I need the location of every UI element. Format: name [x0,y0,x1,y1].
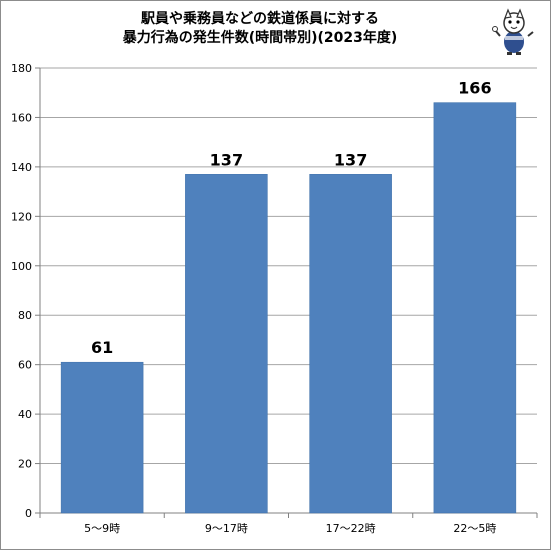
chart-title: 駅員や乗務員などの鉄道係員に対する 暴力行為の発生件数(時間帯別)(2023年度… [60,10,460,48]
x-tick-label: 22〜5時 [453,522,496,535]
x-tick-label: 5〜9時 [84,522,120,535]
data-label: 166 [458,79,491,98]
data-label: 61 [91,338,113,357]
cartoon-mascot-icon [492,8,534,55]
bar [309,174,392,514]
y-tick-label: 140 [11,161,32,174]
chart-title-line-2: 暴力行為の発生件数(時間帯別)(2023年度) [122,30,398,46]
data-label: 137 [210,150,243,169]
data-label: 137 [334,150,367,169]
y-tick-label: 100 [11,260,32,273]
y-tick-label: 120 [11,210,32,223]
bar [60,361,144,514]
y-tick-label: 80 [18,309,32,322]
y-tick-label: 0 [25,507,32,520]
bar [185,174,268,514]
y-tick-label: 20 [18,458,32,471]
x-tick-label: 9〜17時 [205,522,248,535]
y-tick-label: 60 [18,359,32,372]
x-tick-label: 17〜22時 [326,522,376,535]
chart-title-line-1: 駅員や乗務員などの鉄道係員に対する [141,11,379,27]
bar [433,102,517,514]
y-tick-label: 180 [11,62,32,75]
y-tick-label: 40 [18,408,32,421]
y-tick-label: 160 [11,111,32,124]
